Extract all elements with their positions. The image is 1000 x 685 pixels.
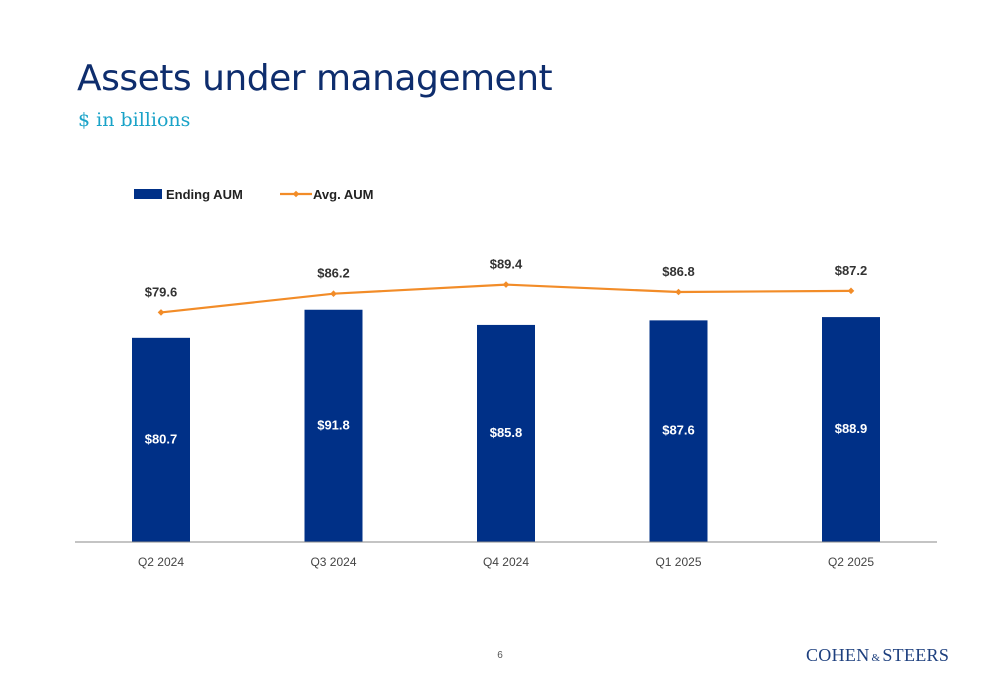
avg-value-label: $79.6: [145, 284, 178, 299]
bar-q3-2024: [304, 309, 363, 542]
bar-value-label: $85.8: [490, 425, 523, 440]
bar-value-label: $91.8: [317, 417, 350, 432]
logo-left: COHEN: [806, 645, 870, 665]
avg-value-label: $86.8: [662, 264, 695, 279]
avg-value-label: $86.2: [317, 266, 350, 281]
page-subtitle: $ in billions: [78, 109, 191, 131]
data-labels: $80.7 $91.8 $85.8 $87.6 $88.9 $79.6 $86.2 $89.4…: [145, 257, 868, 447]
avg-aum-point: [330, 290, 337, 297]
avg-aum-point: [502, 281, 510, 288]
avg-value-label: $89.4: [490, 257, 523, 272]
legend-label-avg-aum: Avg. AUM: [313, 187, 373, 202]
avg-aum-point: [157, 309, 165, 316]
avg-aum-point: [847, 287, 855, 295]
x-tick-label: Q3 2024: [310, 555, 356, 569]
page-number: 6: [497, 650, 503, 661]
bar-value-label: $88.9: [835, 421, 868, 436]
page-title: Assets under management: [77, 58, 553, 99]
x-tick-label: Q2 2024: [138, 555, 184, 569]
bar-value-label: $80.7: [145, 431, 178, 446]
company-logo: COHEN & STEERS: [806, 645, 949, 666]
x-tick-label: Q2 2025: [828, 555, 874, 569]
avg-aum-point: [675, 288, 682, 296]
x-tick-label: Q1 2025: [655, 555, 701, 569]
bar-q4-2024: [477, 324, 535, 542]
chart-legend: Ending AUM Avg. AUM: [134, 187, 373, 202]
bar-q2-2024: [132, 337, 190, 542]
bar-q1-2025: [649, 320, 708, 542]
legend-marker-avg-aum: [292, 190, 300, 198]
legend-label-ending-aum: Ending AUM: [166, 187, 243, 202]
bar-value-label: $87.6: [662, 423, 695, 438]
bar-q2-2025: [822, 317, 880, 542]
logo-ampersand: &: [871, 652, 881, 664]
x-tick-label: Q4 2024: [483, 555, 529, 569]
avg-aum-line: [160, 283, 852, 314]
legend-swatch-ending-aum: [134, 189, 162, 199]
logo-right: STEERS: [882, 645, 950, 665]
avg-value-label: $87.2: [835, 263, 868, 278]
line-series: [157, 281, 855, 316]
x-tick-labels: Q2 2024 Q3 2024 Q4 2024 Q1 2025 Q2 2025: [138, 555, 874, 569]
bar-series: [132, 309, 880, 542]
